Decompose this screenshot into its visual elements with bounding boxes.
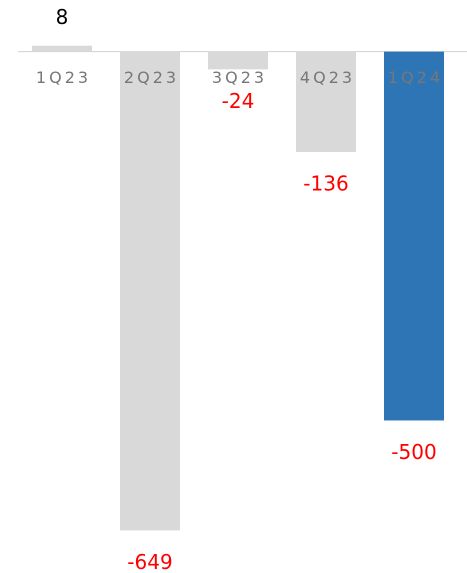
value-label: 8 <box>56 5 69 29</box>
x-tick-label: 3Q23 <box>212 68 267 87</box>
value-label: -649 <box>127 550 172 573</box>
value-label: -136 <box>303 171 348 195</box>
bar <box>296 51 356 152</box>
x-tick-label: 4Q23 <box>300 68 355 87</box>
bar <box>384 51 444 421</box>
x-tick-label: 1Q23 <box>36 68 91 87</box>
bar <box>208 51 268 70</box>
bar <box>120 51 180 531</box>
bar <box>32 45 92 52</box>
x-tick-label: 2Q23 <box>124 68 179 87</box>
value-label: -24 <box>222 89 255 113</box>
value-label: -500 <box>391 440 436 464</box>
x-tick-label: 1Q24 <box>388 68 443 87</box>
